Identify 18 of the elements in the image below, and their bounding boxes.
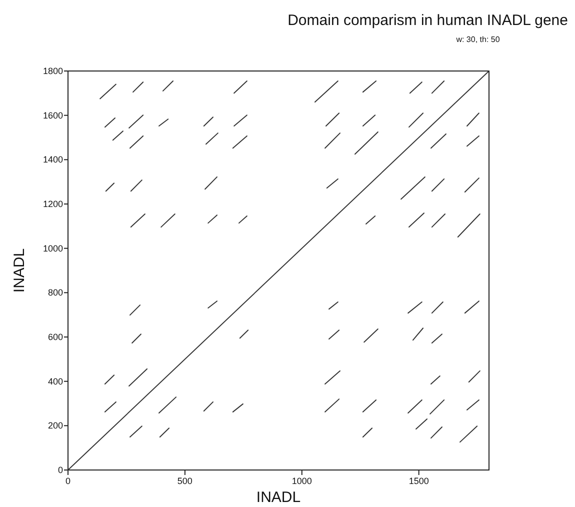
x-tick-label: 500	[177, 476, 192, 486]
y-tick-label: 200	[48, 420, 63, 431]
y-tick-label: 400	[48, 376, 63, 386]
y-tick-label: 0	[58, 465, 63, 475]
chart-subtitle: w: 30, th: 50	[455, 35, 500, 44]
y-tick-label: 1200	[42, 199, 63, 209]
x-tick-label: 1500	[408, 476, 429, 486]
y-tick-label: 1600	[42, 110, 63, 120]
y-axis-title: INADL	[11, 248, 28, 293]
x-tick-label: 1000	[292, 476, 312, 486]
y-tick-label: 600	[48, 332, 63, 342]
x-axis-title: INADL	[256, 489, 301, 506]
y-tick-label: 1400	[42, 154, 63, 165]
chart-title: Domain comparism in human INADL gene	[288, 12, 568, 29]
y-tick-label: 1800	[42, 66, 63, 76]
y-tick-label: 1000	[42, 243, 63, 254]
y-tick-label: 800	[48, 288, 63, 298]
x-tick-label: 0	[65, 476, 71, 486]
